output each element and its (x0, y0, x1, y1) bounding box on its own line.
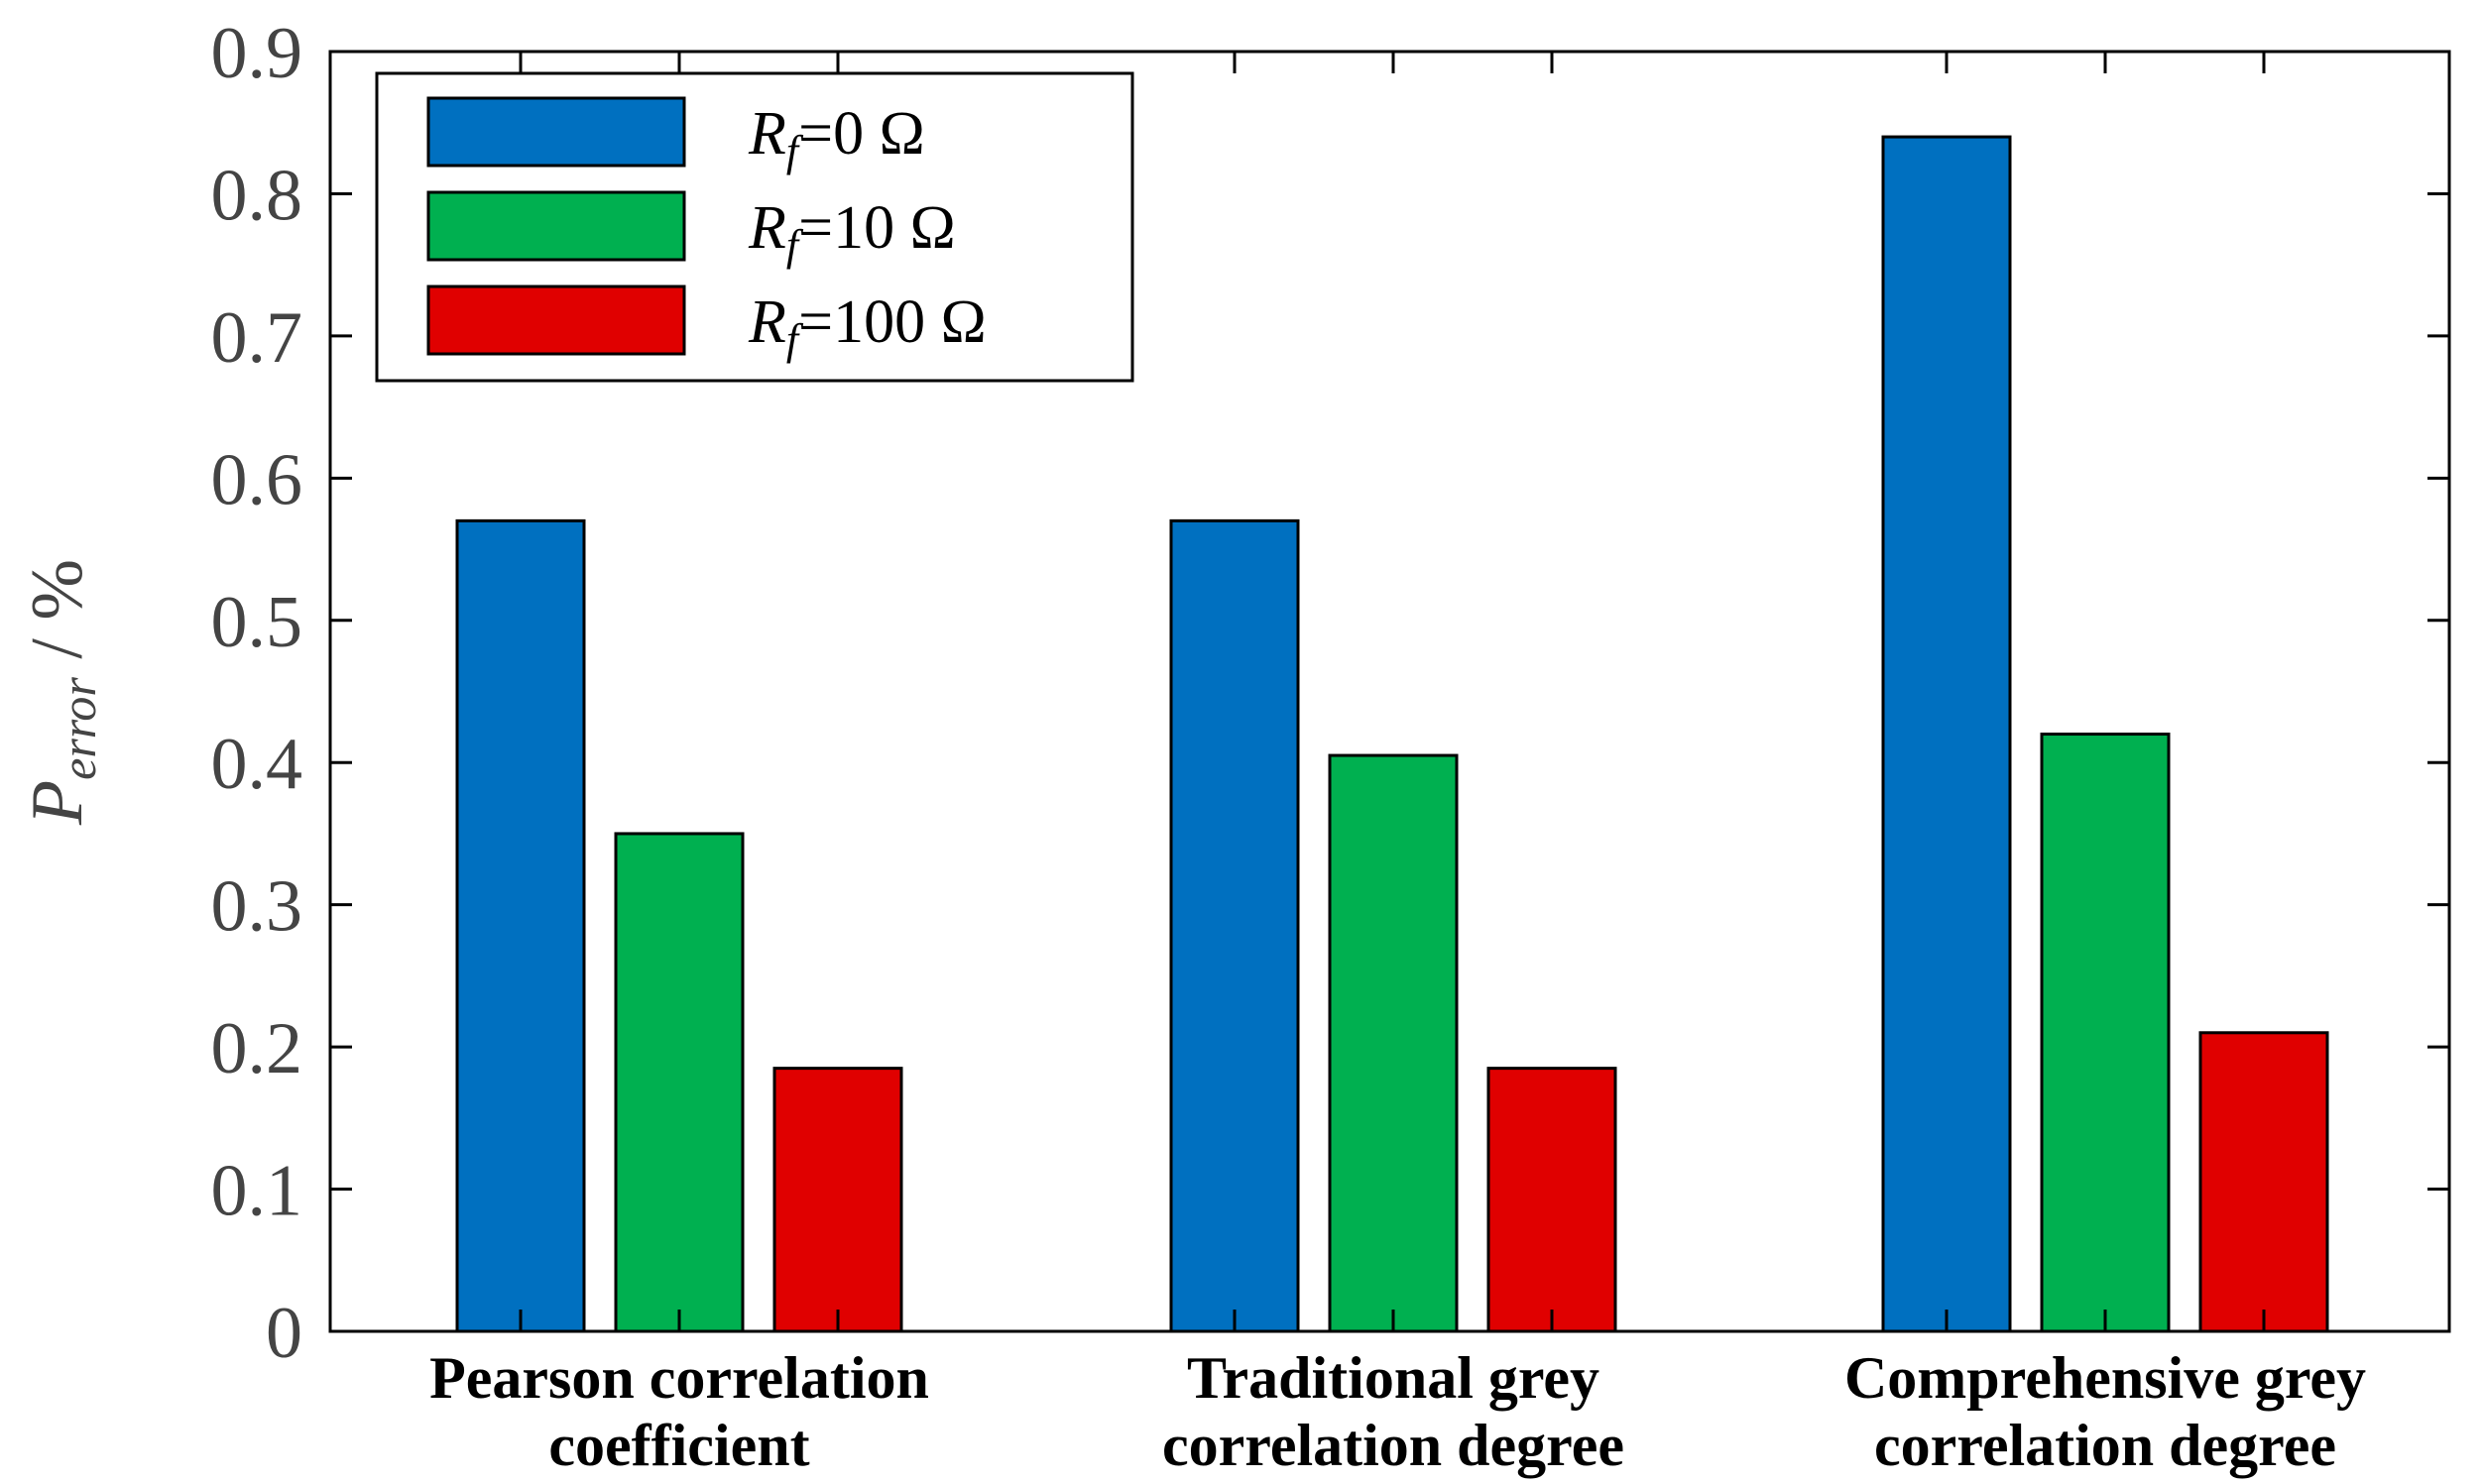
y-axis-label-subscript: error (51, 677, 106, 780)
y-tick-label: 0 (266, 1293, 302, 1374)
x-category-label: Traditional grey (1187, 1345, 1599, 1411)
bar-3-1 (772, 1067, 903, 1333)
y-tick-label: 0.7 (211, 297, 303, 379)
legend-label-main: R (748, 288, 786, 356)
y-axis-label: Perror / % (17, 559, 106, 826)
legend-label-2: Rf=10 Ω (748, 194, 956, 270)
legend-swatch-1 (426, 96, 686, 168)
plot-frame (328, 50, 2451, 1333)
x-category-label: correlation degree (1874, 1413, 2336, 1478)
legend-swatch-3 (426, 285, 686, 356)
legend-label-main: R (748, 100, 786, 168)
legend-label-value: =0 Ω (798, 100, 925, 168)
y-axis-label-main: P (17, 780, 98, 826)
y-tick-label: 0.4 (211, 724, 303, 805)
x-category-label: Pearson correlation (429, 1345, 929, 1411)
bar-2-1 (614, 832, 745, 1333)
y-tick-label: 0.6 (211, 439, 303, 520)
legend-label-main: R (748, 194, 786, 262)
y-tick-label: 0.3 (211, 866, 303, 948)
legend-swatch-2 (426, 190, 686, 262)
legend-label-value: =10 Ω (798, 194, 956, 262)
y-tick-label: 0.5 (211, 582, 303, 663)
bar-3-3 (2198, 1031, 2329, 1333)
legend-label-value: =100 Ω (798, 288, 987, 356)
bar-1-3 (1881, 135, 2012, 1333)
x-category-label: Comprehensive grey (1844, 1345, 2366, 1411)
bar-3-2 (1486, 1067, 1617, 1333)
legend-label-1: Rf=0 Ω (748, 100, 925, 175)
y-tick-label: 0.9 (211, 13, 303, 94)
bar-2-3 (2040, 733, 2171, 1333)
y-tick-label: 0.1 (211, 1151, 303, 1232)
x-category-label: correlation degree (1162, 1413, 1624, 1478)
bar-1-1 (455, 518, 586, 1333)
y-axis-label-suffix: / % (17, 559, 98, 677)
y-tick-label: 0.2 (211, 1008, 303, 1089)
bar-2-2 (1328, 753, 1459, 1333)
bar-1-2 (1169, 518, 1300, 1333)
legend-label-3: Rf=100 Ω (748, 288, 987, 364)
x-category-label: coefficient (548, 1413, 809, 1478)
y-tick-label: 0.8 (211, 155, 303, 236)
